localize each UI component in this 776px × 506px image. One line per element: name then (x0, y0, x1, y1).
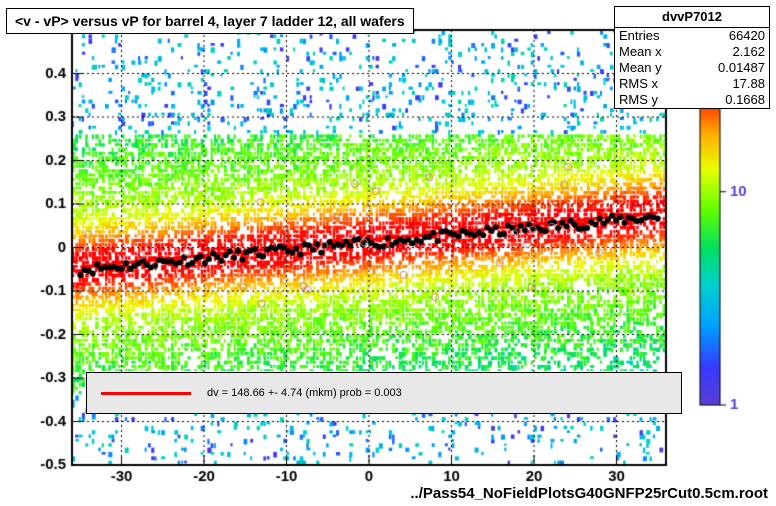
stats-label: RMS x (619, 76, 658, 92)
stats-value: 0.1668 (725, 92, 765, 108)
stats-row-meany: Mean y 0.01487 (615, 60, 769, 76)
stats-row-rmsx: RMS x 17.88 (615, 76, 769, 92)
fit-legend-text: dv = 148.66 +- 4.74 (mkm) prob = 0.003 (207, 387, 402, 399)
fit-line-sample (101, 392, 191, 395)
stats-title: dvvP7012 (615, 7, 769, 28)
stats-box: dvvP7012 Entries 66420 Mean x 2.162 Mean y… (614, 6, 770, 109)
stats-label: Mean x (619, 44, 662, 60)
stats-value: 0.01487 (718, 60, 765, 76)
stats-value: 2.162 (732, 44, 765, 60)
stats-row-meanx: Mean x 2.162 (615, 44, 769, 60)
stats-row-rmsy: RMS y 0.1668 (615, 92, 769, 108)
chart-container: <v - vP> versus vP for barrel 4, layer 7… (0, 0, 776, 506)
stats-value: 17.88 (732, 76, 765, 92)
stats-value: 66420 (729, 28, 765, 44)
stats-label: Mean y (619, 60, 662, 76)
source-filename: ../Pass54_NoFieldPlotsG40GNFP25rCut0.5cm… (410, 485, 768, 502)
stats-label: RMS y (619, 92, 658, 108)
stats-label: Entries (619, 28, 659, 44)
chart-title: <v - vP> versus vP for barrel 4, layer 7… (6, 8, 414, 34)
stats-row-entries: Entries 66420 (615, 28, 769, 44)
fit-legend: dv = 148.66 +- 4.74 (mkm) prob = 0.003 (86, 372, 682, 414)
